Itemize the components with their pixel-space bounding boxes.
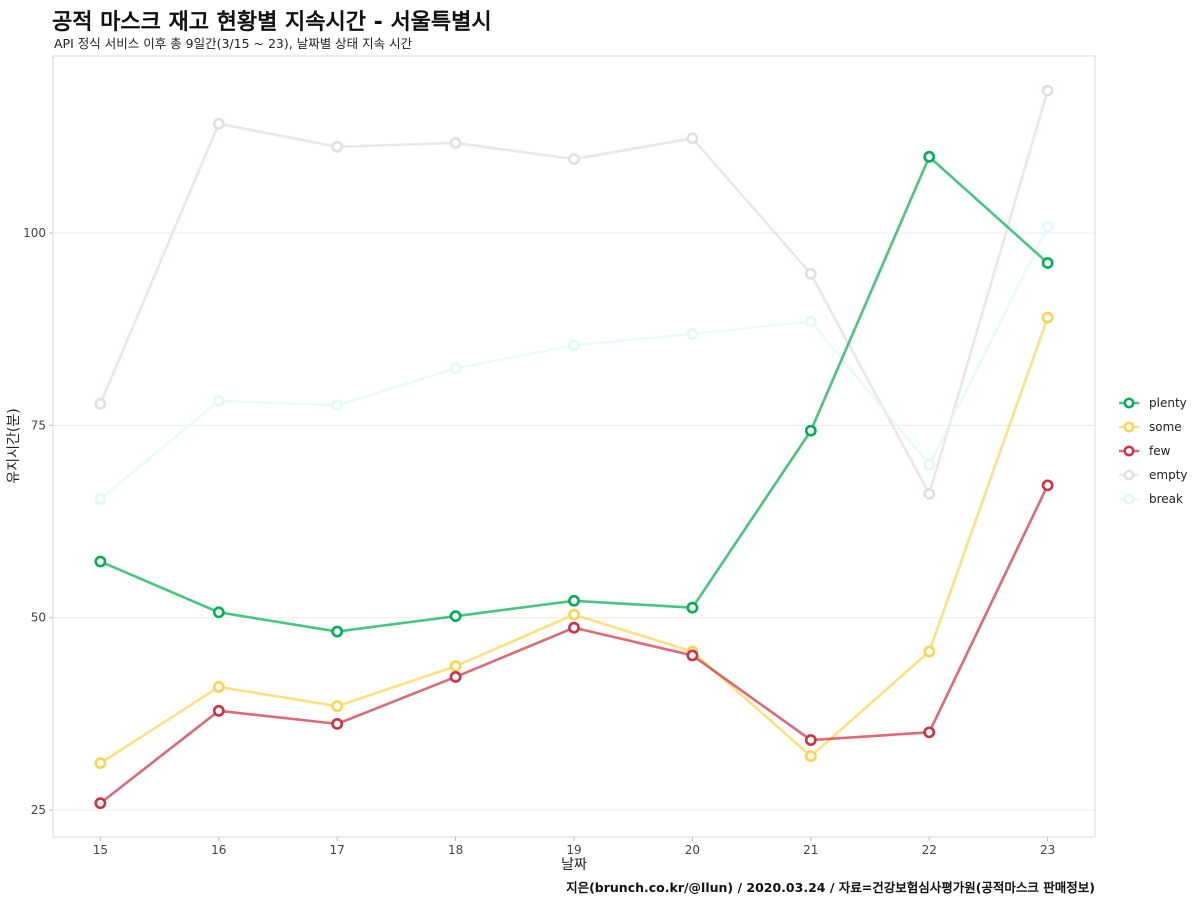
data-point-some bbox=[1041, 311, 1054, 324]
data-point-plenty bbox=[94, 555, 107, 568]
legend-label: empty bbox=[1149, 468, 1188, 482]
x-tick-label: 15 bbox=[93, 843, 108, 857]
data-point-plenty bbox=[686, 601, 699, 614]
y-tick-label: 75 bbox=[31, 418, 46, 432]
series-layer bbox=[94, 84, 1054, 810]
data-point-break bbox=[568, 339, 580, 352]
series-break bbox=[94, 220, 1054, 506]
x-axis-title: 날짜 bbox=[561, 857, 587, 873]
data-point-break bbox=[331, 399, 344, 412]
y-tick-label: 25 bbox=[31, 803, 46, 817]
data-point-empty bbox=[1041, 84, 1054, 97]
legend-item-plenty: plenty bbox=[1119, 396, 1187, 410]
legend-key-point bbox=[1123, 469, 1135, 481]
data-point-break bbox=[449, 362, 462, 375]
legend-key-point bbox=[1123, 493, 1135, 505]
legend-item-some: some bbox=[1119, 420, 1182, 434]
data-point-some bbox=[331, 700, 344, 713]
data-point-some bbox=[212, 681, 225, 693]
legend-label: some bbox=[1149, 420, 1182, 434]
data-point-few bbox=[331, 717, 344, 730]
legend-label: break bbox=[1149, 492, 1183, 506]
series-some bbox=[94, 311, 1054, 770]
data-point-few bbox=[1041, 479, 1054, 492]
x-tick-label: 19 bbox=[566, 843, 581, 857]
data-point-few bbox=[686, 649, 699, 662]
legend-item-few: few bbox=[1119, 444, 1171, 458]
data-point-some bbox=[449, 660, 462, 673]
series-empty bbox=[94, 84, 1054, 500]
chart-subtitle: API 정식 서비스 이후 총 9일간(3/15 ~ 23), 날짜별 상태 지… bbox=[54, 36, 413, 51]
data-point-few bbox=[568, 621, 580, 634]
series-plenty bbox=[94, 150, 1054, 638]
y-axis: 25 50 75 100 bbox=[23, 226, 53, 817]
data-point-few bbox=[804, 734, 817, 746]
data-point-some bbox=[94, 757, 107, 770]
data-point-break bbox=[686, 327, 699, 340]
data-point-few bbox=[449, 671, 462, 683]
data-point-break bbox=[804, 315, 817, 328]
source-caption: 지은(brunch.co.kr/@llun) / 2020.03.24 / 자료… bbox=[566, 880, 1095, 895]
data-point-empty bbox=[331, 140, 344, 153]
data-point-some bbox=[923, 645, 936, 658]
legend-label: few bbox=[1149, 444, 1171, 458]
data-point-plenty bbox=[804, 424, 817, 437]
legend-key-point bbox=[1123, 421, 1135, 433]
x-tick-label: 17 bbox=[330, 843, 345, 857]
data-point-empty bbox=[212, 117, 225, 130]
x-tick-label: 16 bbox=[211, 843, 226, 857]
data-point-plenty bbox=[212, 606, 225, 619]
legend-item-empty: empty bbox=[1119, 468, 1188, 482]
x-tick-label: 18 bbox=[448, 843, 463, 857]
chart-title: 공적 마스크 재고 현황별 지속시간 - 서울특별시 bbox=[52, 10, 492, 35]
legend-key-point bbox=[1123, 397, 1135, 409]
data-point-empty bbox=[804, 267, 817, 280]
data-point-few bbox=[212, 704, 225, 717]
data-point-break bbox=[923, 458, 936, 471]
y-tick-label: 50 bbox=[31, 611, 46, 625]
x-tick-label: 22 bbox=[922, 843, 937, 857]
data-point-empty bbox=[923, 487, 936, 500]
data-point-few bbox=[923, 726, 936, 739]
x-tick-label: 21 bbox=[803, 843, 818, 857]
legend-item-break: break bbox=[1119, 492, 1183, 506]
data-point-break bbox=[94, 493, 107, 506]
data-point-some bbox=[568, 608, 580, 621]
data-point-empty bbox=[686, 132, 699, 145]
data-point-some bbox=[804, 750, 817, 763]
data-point-empty bbox=[449, 137, 462, 149]
y-tick-label: 100 bbox=[23, 226, 46, 240]
data-point-empty bbox=[94, 397, 107, 410]
data-point-break bbox=[1041, 220, 1054, 233]
legend: plenty some few empty break bbox=[1119, 396, 1188, 506]
plot-panel bbox=[52, 55, 1096, 838]
series-few bbox=[94, 479, 1054, 810]
legend-label: plenty bbox=[1149, 396, 1187, 410]
x-tick-label: 20 bbox=[685, 843, 700, 857]
data-point-plenty bbox=[923, 150, 936, 163]
data-point-plenty bbox=[331, 625, 344, 638]
data-point-break bbox=[212, 394, 225, 407]
y-gridlines bbox=[53, 232, 1095, 811]
x-tick-label: 23 bbox=[1040, 843, 1055, 857]
y-axis-title: 유지시간(분) bbox=[6, 408, 22, 483]
legend-key-point bbox=[1123, 445, 1135, 457]
x-axis: 15 16 17 18 19 20 21 22 23 bbox=[93, 837, 1055, 857]
data-point-empty bbox=[568, 153, 580, 166]
data-point-plenty bbox=[449, 610, 462, 623]
data-point-plenty bbox=[568, 594, 580, 607]
data-point-plenty bbox=[1041, 257, 1054, 269]
data-point-few bbox=[94, 797, 107, 810]
